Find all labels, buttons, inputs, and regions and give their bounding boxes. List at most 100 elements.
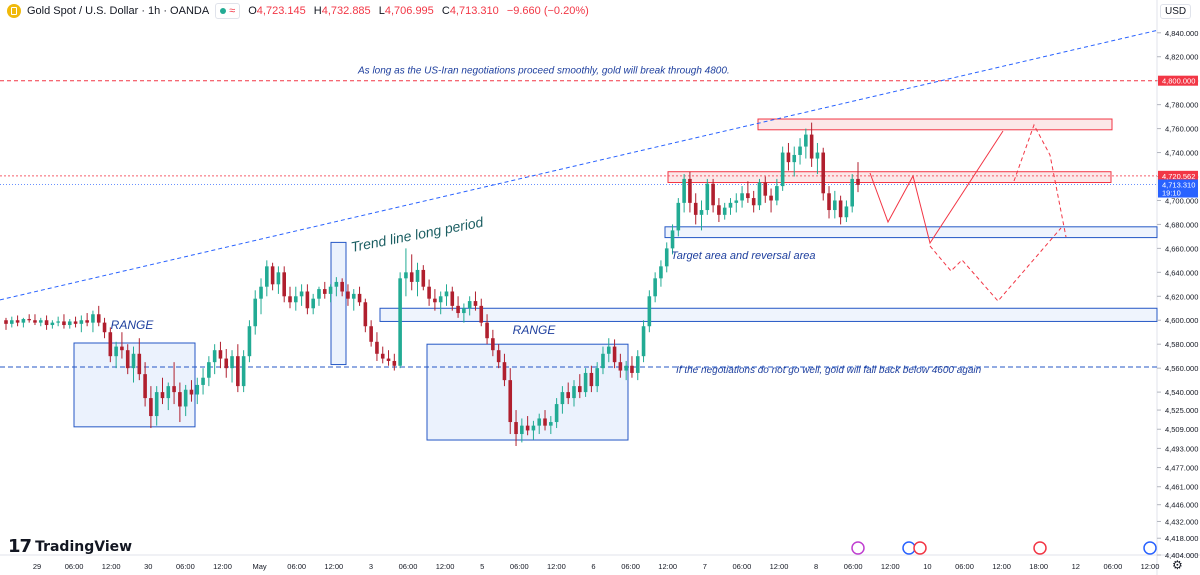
candle-body bbox=[317, 289, 321, 299]
candle bbox=[108, 327, 113, 363]
gold-symbol-icon bbox=[7, 4, 21, 18]
settings-gear-icon[interactable]: ⚙ bbox=[1172, 558, 1183, 572]
candle bbox=[844, 200, 849, 223]
candle-body bbox=[722, 207, 727, 215]
candle-body bbox=[33, 320, 37, 323]
x-tick-label: 06:00 bbox=[287, 562, 306, 571]
candle bbox=[21, 317, 26, 328]
candle-body bbox=[549, 422, 553, 426]
candle-body bbox=[172, 386, 176, 393]
note-top: As long as the US-Iran negotiations proc… bbox=[357, 66, 730, 77]
candle bbox=[734, 193, 739, 213]
candle-body bbox=[38, 320, 43, 323]
candle-body bbox=[514, 422, 518, 435]
price-label-text: 4,720.562 bbox=[1162, 172, 1195, 181]
currency-button[interactable]: USD bbox=[1160, 4, 1192, 19]
candle-body bbox=[653, 278, 657, 297]
candle-body bbox=[757, 182, 762, 206]
candle-body bbox=[375, 341, 379, 354]
candle bbox=[4, 317, 8, 330]
candle bbox=[380, 346, 385, 364]
candle bbox=[207, 356, 211, 387]
tradingview-mark-icon: 17 bbox=[8, 536, 32, 557]
candle-body bbox=[780, 152, 785, 187]
candle bbox=[50, 320, 55, 329]
candle-body bbox=[717, 205, 721, 215]
breakout-box bbox=[330, 241, 347, 366]
x-tick-label: 12:00 bbox=[992, 562, 1011, 571]
candle bbox=[798, 138, 802, 165]
chart-header: Gold Spot / U.S. Dollar · 1h · OANDA ≈ O… bbox=[0, 0, 594, 22]
candle-body bbox=[311, 298, 315, 309]
candle-body bbox=[705, 183, 710, 211]
candle-body bbox=[149, 398, 153, 417]
x-tick-label: 06:00 bbox=[176, 562, 195, 571]
symbol-title[interactable]: Gold Spot / U.S. Dollar · 1h · OANDA bbox=[27, 5, 210, 17]
candle-body bbox=[56, 321, 60, 323]
candle bbox=[398, 272, 402, 369]
candle-body bbox=[786, 152, 791, 163]
candle-body bbox=[392, 360, 397, 366]
candle bbox=[485, 314, 489, 345]
candle bbox=[15, 315, 20, 327]
candle bbox=[496, 344, 501, 369]
note-bottom: If the negotiations do not go well, gold… bbox=[676, 365, 982, 376]
candle-body bbox=[328, 286, 333, 294]
candle-body bbox=[409, 272, 414, 282]
candle-body bbox=[809, 134, 814, 159]
candle-body bbox=[404, 272, 408, 279]
x-tick-label: 12:00 bbox=[881, 562, 900, 571]
candle-body bbox=[456, 305, 460, 314]
candle-body bbox=[91, 314, 95, 323]
x-tick-label: 12:00 bbox=[102, 562, 121, 571]
candle-body bbox=[346, 291, 350, 299]
candle bbox=[746, 181, 750, 203]
y-tick-label: 4,418.000 bbox=[1165, 534, 1198, 543]
y-tick-label: 4,540.000 bbox=[1165, 388, 1198, 397]
candle bbox=[427, 279, 431, 306]
candle-body bbox=[798, 146, 802, 155]
candle-body bbox=[473, 301, 478, 306]
candle bbox=[572, 380, 576, 407]
candle-body bbox=[282, 272, 287, 297]
candle-body bbox=[398, 278, 402, 366]
candle bbox=[305, 284, 310, 315]
candle bbox=[647, 290, 652, 333]
x-tick-label: 06:00 bbox=[1104, 562, 1123, 571]
market-status-pill[interactable]: ≈ bbox=[215, 3, 241, 19]
candle-body bbox=[543, 418, 547, 426]
candle bbox=[369, 320, 373, 347]
candle-body bbox=[815, 152, 820, 159]
tradingview-logo[interactable]: 17 TradingView bbox=[8, 536, 132, 557]
candle-body bbox=[763, 182, 768, 196]
candle bbox=[38, 317, 43, 327]
candle-body bbox=[207, 362, 211, 378]
candle bbox=[299, 284, 304, 306]
candle-body bbox=[491, 338, 495, 351]
candle-body bbox=[85, 320, 89, 323]
candle bbox=[751, 190, 756, 213]
candle bbox=[270, 262, 275, 291]
candle-body bbox=[647, 296, 652, 327]
candle-body bbox=[624, 365, 628, 371]
candle bbox=[595, 362, 599, 393]
candle-body bbox=[595, 368, 599, 387]
ohlc-readout: O4,723.145 H4,732.885 L4,706.995 C4,713.… bbox=[248, 5, 594, 17]
candle-body bbox=[664, 248, 669, 267]
candle-body bbox=[589, 372, 594, 387]
candle-body bbox=[601, 353, 605, 369]
candle bbox=[676, 198, 681, 237]
candle-body bbox=[577, 386, 582, 393]
candle-body bbox=[67, 321, 72, 326]
candle-body bbox=[775, 186, 779, 201]
x-tick-label: 12:00 bbox=[658, 562, 677, 571]
candle-body bbox=[827, 193, 831, 211]
y-tick-label: 4,780.000 bbox=[1165, 101, 1198, 110]
candle-body bbox=[641, 326, 646, 357]
candle-body bbox=[305, 291, 310, 309]
candle-body bbox=[386, 358, 391, 361]
range-label-2: RANGE bbox=[513, 323, 557, 337]
candle bbox=[386, 350, 391, 366]
